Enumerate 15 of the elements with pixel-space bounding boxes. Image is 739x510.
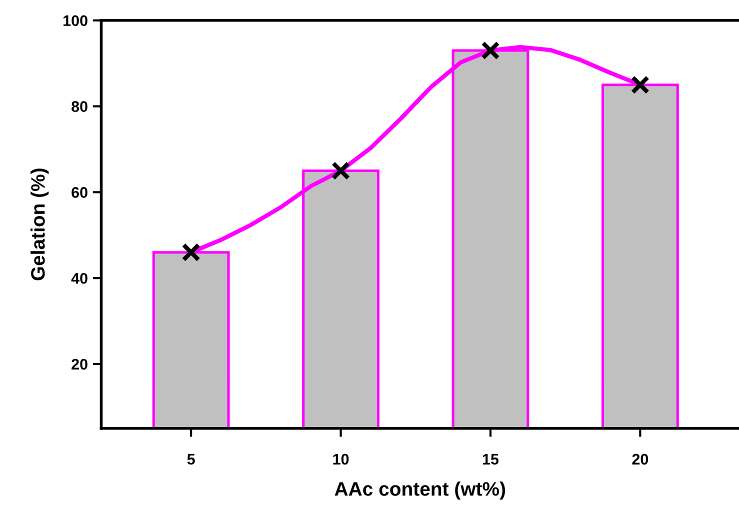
- point: [481, 41, 500, 60]
- x-tick-label: 15: [482, 454, 499, 465]
- y-tick-label: 60: [72, 187, 88, 198]
- y-tick-label: 100: [64, 15, 88, 26]
- point: [630, 75, 650, 94]
- y-tick-label: 80: [72, 101, 88, 112]
- x-tick-label: 10: [333, 454, 349, 465]
- x-axis-title: AAc content (wt%): [334, 482, 506, 500]
- y-tick-label: 20: [72, 358, 88, 370]
- x-tick-label: 5: [187, 454, 195, 465]
- y-tick-label: 40: [71, 272, 88, 284]
- point: [331, 161, 350, 180]
- x-tick-label: 20: [632, 454, 648, 465]
- point: [182, 242, 200, 262]
- y-axis-title: Gelation (%): [30, 168, 49, 280]
